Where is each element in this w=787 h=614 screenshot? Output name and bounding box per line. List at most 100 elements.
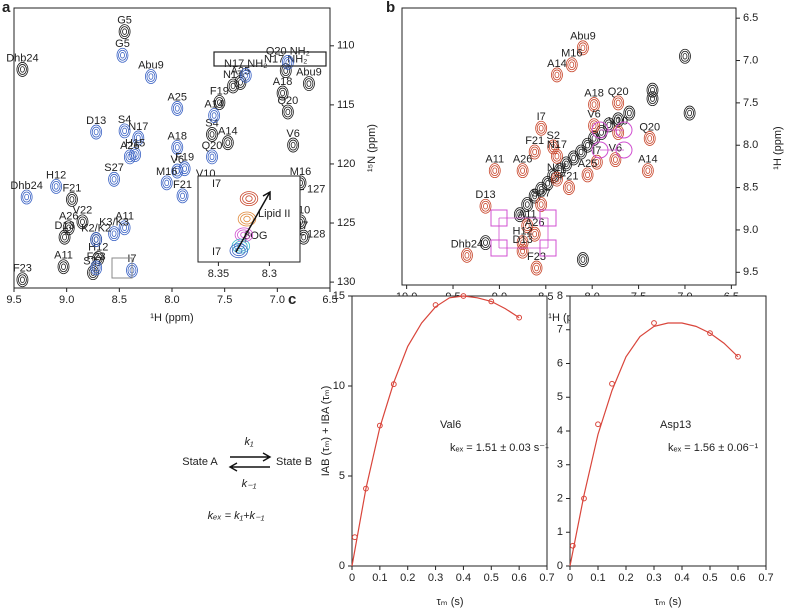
y-tick-label: 5 (339, 470, 345, 482)
fit-curve (569, 322, 739, 567)
y-tick-label: 130 (337, 276, 355, 288)
peak-label: D13 (513, 234, 533, 246)
plot-frame (197, 175, 301, 263)
peak-label: M16 (156, 166, 177, 178)
contour (516, 163, 529, 179)
contour (461, 247, 473, 263)
contour (306, 80, 312, 87)
peak (287, 137, 300, 153)
data-point (595, 421, 601, 428)
contour (564, 182, 574, 193)
peak (461, 247, 473, 263)
contour (122, 224, 127, 231)
peak-label: V22 (73, 205, 93, 217)
contour (522, 220, 532, 232)
contour (120, 222, 129, 234)
contour (174, 144, 180, 151)
contour (538, 186, 544, 193)
peak-label: Abu9 (296, 67, 322, 79)
contour (229, 243, 249, 259)
peak (16, 62, 29, 77)
peak-label: S4 (118, 114, 131, 126)
y-axis-label: IAB (τₘ) + IBA (τₘ) (320, 386, 332, 477)
contour (571, 154, 577, 162)
peak-label: A18 (584, 87, 604, 99)
peak (160, 175, 173, 191)
peak (276, 85, 289, 101)
contour (615, 99, 621, 107)
contour (216, 99, 222, 106)
peak-label: F23 (13, 263, 32, 275)
peak (76, 214, 89, 230)
contour (648, 84, 657, 96)
fit-curve (351, 295, 520, 567)
contour (643, 131, 656, 146)
contour (536, 122, 546, 134)
x-tick-label: 9.5 (6, 294, 21, 306)
contour (545, 180, 551, 187)
contour (283, 56, 293, 68)
peak-label: N17 (547, 139, 567, 151)
peak (683, 105, 696, 121)
contour (66, 191, 78, 207)
contour (613, 97, 623, 109)
y-tick-label: 7.0 (743, 54, 758, 66)
contour (566, 184, 572, 191)
contour (578, 148, 584, 156)
annotation: Val6 (440, 419, 461, 431)
trend-arrow (235, 190, 271, 253)
peak-label: H12 (513, 226, 533, 238)
contour (209, 110, 219, 121)
contour (567, 59, 577, 71)
peak (118, 220, 131, 236)
contour (612, 156, 618, 163)
contour (285, 108, 291, 116)
peak-label: I7 (592, 145, 601, 157)
peak-label: Dhb24 (10, 180, 42, 192)
contour (76, 214, 89, 230)
contour (623, 105, 636, 121)
contour (283, 106, 293, 118)
peak (132, 130, 145, 146)
peak-label: Q20 (608, 86, 629, 98)
peak (551, 171, 563, 187)
peak-label: A14 (218, 126, 238, 138)
peak-label: A14 (638, 154, 658, 166)
x-tick-label: 9.0 (59, 294, 74, 306)
x-tick-label: 8.0 (164, 294, 179, 306)
contour (585, 171, 590, 179)
contour (612, 125, 625, 140)
peak-label: Q20 (639, 121, 660, 133)
contour (551, 67, 563, 83)
x-tick-label: 0.4 (674, 572, 689, 584)
contour (214, 97, 224, 108)
peak (20, 189, 33, 205)
contour (241, 69, 251, 81)
y-tick-label: 3 (557, 459, 563, 471)
plot-frame (401, 7, 737, 286)
contour (615, 116, 621, 124)
contour (162, 177, 172, 189)
y-tick-label: 127 (307, 183, 325, 195)
peak (123, 149, 136, 165)
contour (610, 154, 620, 166)
contour (530, 260, 543, 276)
contour (87, 265, 99, 281)
peak-label: Abu9 (138, 59, 164, 71)
contour (227, 78, 239, 94)
contour (288, 139, 298, 151)
peak-label: Dhb24 (6, 52, 38, 64)
contour (125, 151, 135, 163)
peak-label: N17 NH₂ (224, 58, 267, 70)
annotation: kₑₓ = 1.56 ± 0.06⁻¹ (668, 442, 759, 454)
peak (281, 104, 294, 120)
contour (116, 47, 129, 63)
contour (532, 230, 538, 238)
contour (118, 24, 131, 40)
contour (643, 165, 653, 177)
peak-label: Q20 (277, 95, 298, 107)
contour (108, 226, 120, 242)
peak-label: F21 (62, 182, 81, 194)
contour (303, 76, 315, 92)
contour (646, 82, 659, 98)
